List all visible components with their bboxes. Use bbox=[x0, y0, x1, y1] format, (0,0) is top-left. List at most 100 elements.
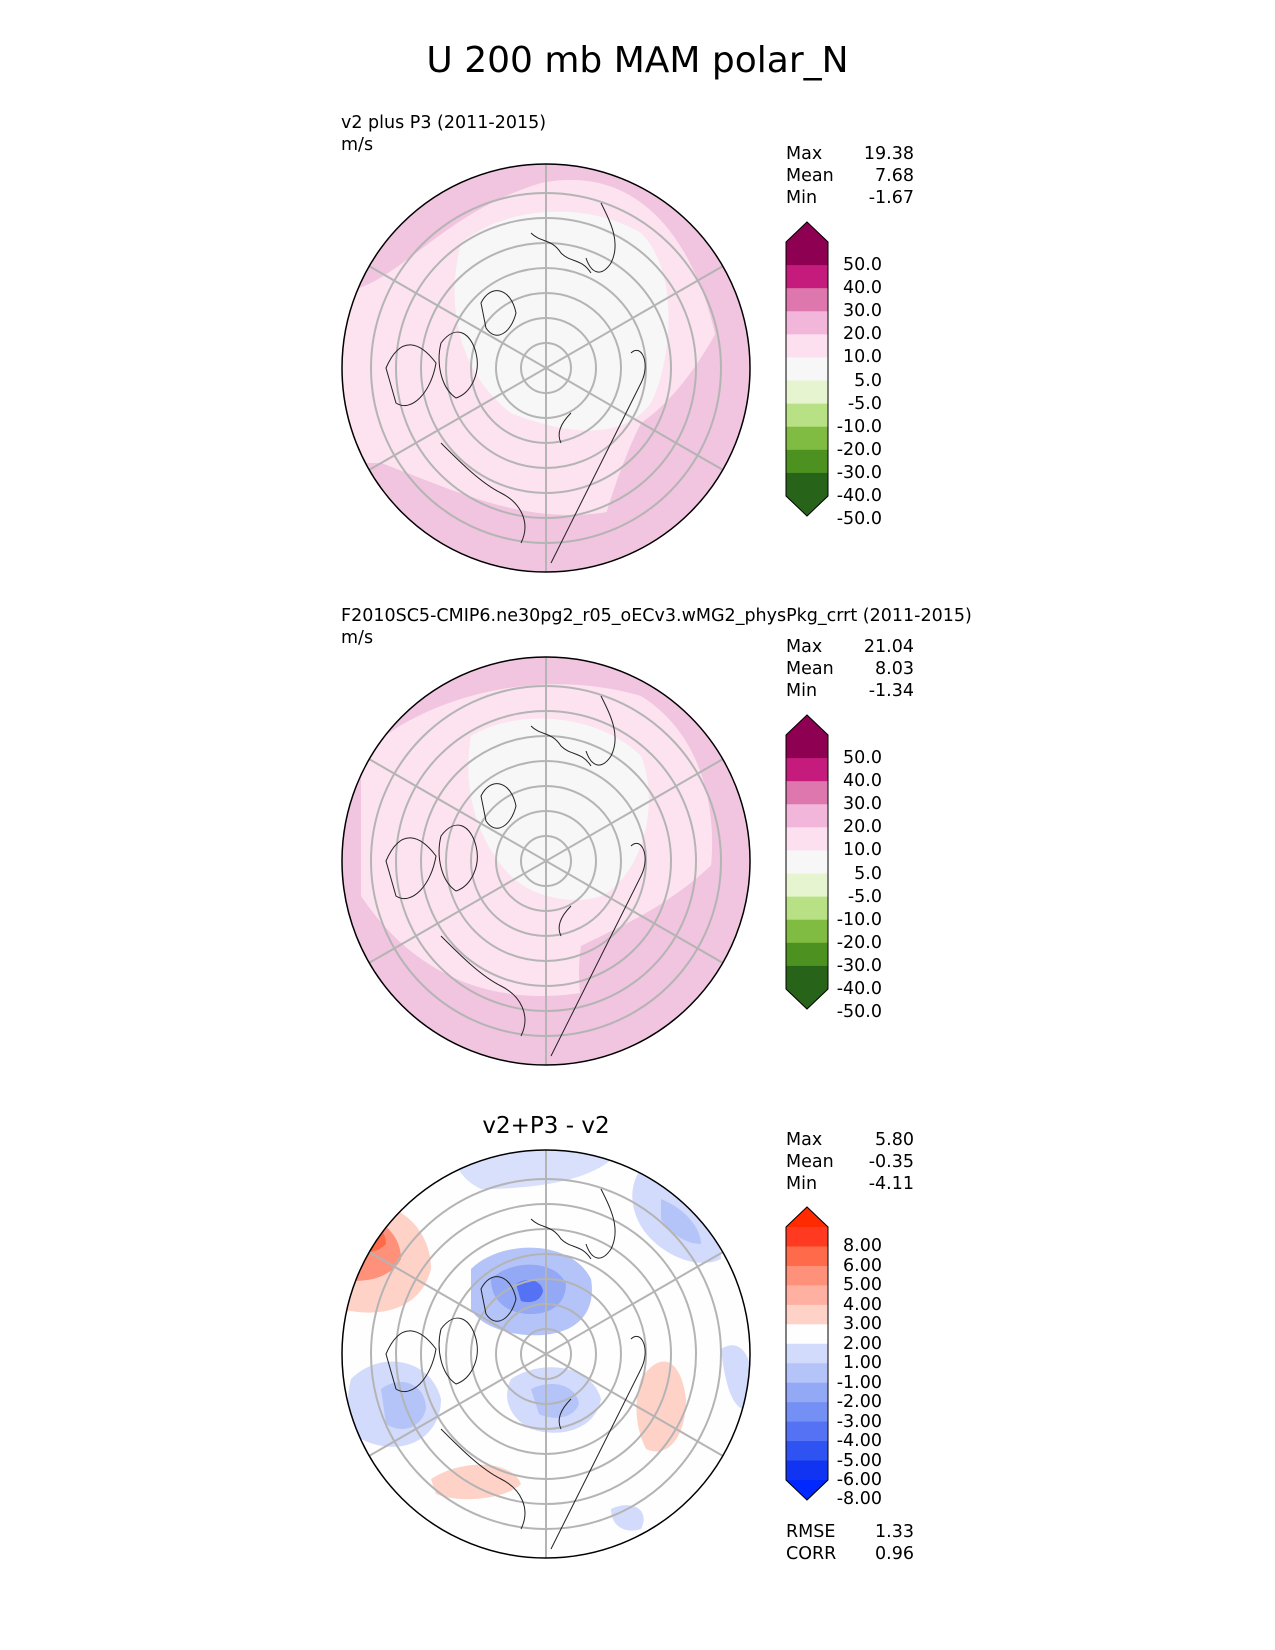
panel2-colorbar bbox=[785, 714, 829, 1010]
colorbar-bin bbox=[786, 827, 828, 851]
colorbar-tick-label: 50.0 bbox=[843, 748, 882, 769]
colorbar-bin bbox=[786, 781, 828, 805]
colorbar-bin bbox=[786, 850, 828, 875]
colorbar-tick-label: 8.00 bbox=[843, 1236, 882, 1257]
colorbar-outline bbox=[785, 221, 829, 517]
panel3-title: v2+P3 - v2 bbox=[482, 1113, 610, 1139]
panel1-units: m/s bbox=[341, 135, 374, 155]
colorbar-tick-label: -50.0 bbox=[836, 1002, 882, 1023]
colorbar-top-cap bbox=[786, 1207, 828, 1227]
colorbar-bin bbox=[786, 472, 828, 497]
colorbar-tick-label: -2.00 bbox=[836, 1392, 882, 1413]
colorbar-bin bbox=[786, 449, 828, 474]
colorbar-tick-label: -30.0 bbox=[836, 462, 882, 483]
colorbar-tick-label: -1.00 bbox=[836, 1372, 882, 1393]
colorbar-bin bbox=[786, 334, 828, 358]
panel3-map bbox=[341, 1149, 751, 1559]
panel1-map bbox=[341, 163, 751, 573]
panel3-stat-max: Max 5.80 bbox=[786, 1130, 914, 1150]
colorbar-tick-label: 50.0 bbox=[843, 255, 882, 276]
panel1-stat-min: Min -1.67 bbox=[786, 188, 914, 208]
panel1-stat-max: Max 19.38 bbox=[786, 144, 914, 164]
colorbar-tick-label: 30.0 bbox=[843, 794, 882, 815]
panel3-field-neg10 bbox=[531, 1384, 579, 1418]
panel3-colorbar-ticks: 8.00 6.00 5.00 4.00 3.00 2.00 1.00 -1.00 -2.00 -3… bbox=[832, 1207, 882, 1509]
colorbar-bin bbox=[786, 942, 828, 967]
colorbar-tick-label: 10.0 bbox=[843, 347, 882, 368]
panel2-coastlines bbox=[385, 695, 646, 1057]
colorbar-tick-label: -20.0 bbox=[836, 439, 882, 460]
colorbar-tick-label: -50.0 bbox=[836, 509, 882, 530]
panel2-title: F2010SC5-CMIP6.ne30pg2_r05_oECv3.wMG2_ph… bbox=[341, 606, 972, 626]
panel1-colorbar bbox=[785, 221, 829, 517]
colorbar-bin bbox=[786, 1324, 828, 1345]
panel3-metrics: RMSE 1.33 CORR 0.96 bbox=[786, 1521, 914, 1565]
panel3-field-neg12 bbox=[721, 1345, 750, 1410]
colorbar-tick-label: -5.00 bbox=[836, 1450, 882, 1471]
colorbar-tick-label: -6.00 bbox=[836, 1470, 882, 1490]
panel2-map bbox=[341, 656, 751, 1066]
panel2-map-border bbox=[341, 656, 751, 1066]
colorbar-tick-label: -10.0 bbox=[836, 909, 882, 930]
colorbar-bin bbox=[786, 1343, 828, 1364]
panel3-field-neg6 bbox=[516, 1279, 543, 1303]
panel3-metric-corr: CORR 0.96 bbox=[786, 1544, 914, 1564]
panel3-stats: Max 5.80 Mean -0.35 Min -4.11 bbox=[786, 1129, 914, 1195]
colorbar-outline bbox=[785, 1206, 829, 1501]
panel3-stat-mean: Mean -0.35 bbox=[786, 1152, 914, 1172]
colorbar-tick-label: -20.0 bbox=[836, 932, 882, 953]
colorbar-tick-label: -3.00 bbox=[836, 1411, 882, 1432]
panel2-stat-min: Min -1.34 bbox=[786, 681, 914, 701]
colorbar-bin bbox=[786, 919, 828, 944]
panel2-stat-max: Max 21.04 bbox=[786, 637, 914, 657]
colorbar-bin bbox=[786, 1363, 828, 1384]
colorbar-bin bbox=[786, 1227, 828, 1247]
colorbar-bottom-cap bbox=[786, 1480, 828, 1500]
colorbar-tick-label: 5.00 bbox=[843, 1275, 882, 1296]
panel1-stat-mean: Mean 7.68 bbox=[786, 166, 914, 186]
colorbar-bin bbox=[786, 804, 828, 828]
colorbar-tick-label: -10.0 bbox=[836, 416, 882, 437]
colorbar-bin bbox=[786, 1246, 828, 1267]
colorbar-tick-label: -5.0 bbox=[847, 393, 882, 414]
colorbar-bin bbox=[786, 403, 828, 428]
panel3-graticule bbox=[368, 1150, 724, 1558]
colorbar-tick-label: 4.00 bbox=[843, 1294, 882, 1315]
colorbar-tick-label: 6.00 bbox=[843, 1255, 882, 1276]
colorbar-tick-label: 20.0 bbox=[843, 324, 882, 345]
colorbar-bin bbox=[786, 311, 828, 335]
colorbar-bin bbox=[786, 735, 828, 759]
colorbar-tick-label: 5.0 bbox=[854, 863, 882, 884]
colorbar-tick-label: -40.0 bbox=[836, 486, 882, 506]
colorbar-bin bbox=[786, 1265, 828, 1286]
colorbar-bin bbox=[786, 758, 828, 782]
panel3-metric-rmse: RMSE 1.33 bbox=[786, 1522, 914, 1542]
panel1-coastlines bbox=[385, 202, 646, 564]
colorbar-bin bbox=[786, 380, 828, 405]
colorbar-tick-label: 1.00 bbox=[843, 1353, 882, 1374]
colorbar-bin bbox=[786, 1285, 828, 1306]
colorbar-bottom-cap bbox=[786, 989, 828, 1009]
panel2-stats: Max 21.04 Mean 8.03 Min -1.34 bbox=[786, 636, 914, 702]
panel3-map-border bbox=[341, 1149, 751, 1559]
colorbar-tick-label: -4.00 bbox=[836, 1431, 882, 1452]
figure-title: U 200 mb MAM polar_N bbox=[426, 40, 849, 81]
panel2-units: m/s bbox=[341, 628, 374, 648]
panel1-graticule bbox=[368, 164, 724, 572]
colorbar-tick-label: 30.0 bbox=[843, 301, 882, 322]
panel1-map-border bbox=[341, 163, 751, 573]
panel3-field-neg11 bbox=[611, 1505, 644, 1531]
panel3-field-neg8 bbox=[381, 1381, 426, 1429]
colorbar-tick-label: -5.0 bbox=[847, 886, 882, 907]
colorbar-tick-label: 20.0 bbox=[843, 817, 882, 838]
colorbar-outline bbox=[785, 714, 829, 1010]
panel1-colorbar-ticks: 50.0 40.0 30.0 20.0 10.0 5.0 -5.0 -10.0 -20.0 -30… bbox=[832, 222, 882, 528]
colorbar-bin bbox=[786, 965, 828, 990]
panel3-stat-min: Min -4.11 bbox=[786, 1174, 914, 1194]
colorbar-bottom-cap bbox=[786, 496, 828, 516]
colorbar-bin bbox=[786, 288, 828, 312]
colorbar-tick-label: 5.0 bbox=[854, 370, 882, 391]
colorbar-bin bbox=[786, 1441, 828, 1462]
colorbar-tick-label: 40.0 bbox=[843, 771, 882, 792]
colorbar-bin bbox=[786, 242, 828, 266]
